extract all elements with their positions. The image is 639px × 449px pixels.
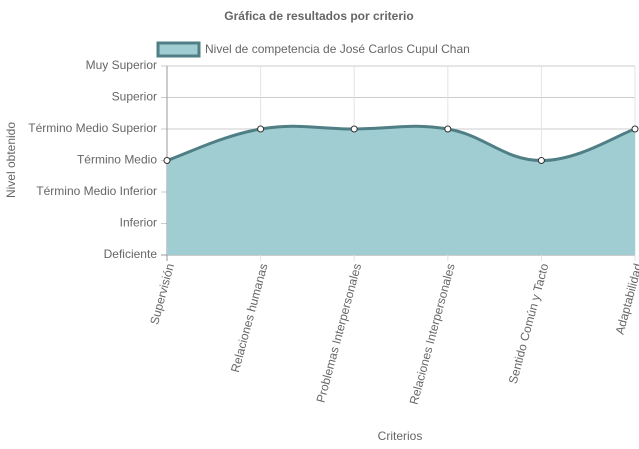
y-tick-label: Deficiente <box>104 247 158 261</box>
point <box>350 125 358 133</box>
point <box>631 125 639 133</box>
x-tick-label: Adaptabilidad <box>613 262 639 336</box>
y-tick-label: Término Medio Superior <box>28 121 157 135</box>
y-tick-label: Superior <box>112 90 157 104</box>
y-tick-label: Muy Superior <box>86 58 157 72</box>
y-axis-title: Nivel obtenido <box>4 122 18 198</box>
x-tick-label: Problemas Interpersonales <box>314 262 365 404</box>
point <box>537 157 545 164</box>
y-tick-label: Inferior <box>120 216 157 230</box>
point <box>257 125 265 133</box>
x-tick-label: Supervisión <box>147 262 177 326</box>
x-tick-label: Relaciones Interpersonales <box>407 262 458 406</box>
area <box>167 126 635 255</box>
legend-label: Nivel de competencia de José Carlos Cupu… <box>205 42 470 56</box>
line <box>166 124 636 163</box>
point <box>163 157 171 164</box>
legend-swatch <box>156 41 201 58</box>
y-tick-label: Término Medio Inferior <box>36 184 157 198</box>
point <box>444 125 452 133</box>
x-axis-title: Criterios <box>378 429 423 443</box>
x-tick-label: Sentido Común y Tacto <box>506 262 552 386</box>
y-tick-label: Término Medio <box>77 153 157 167</box>
x-tick-label: Relaciones humanas <box>228 262 271 374</box>
chart-title: Gráfica de resultados por criterio <box>224 9 413 23</box>
